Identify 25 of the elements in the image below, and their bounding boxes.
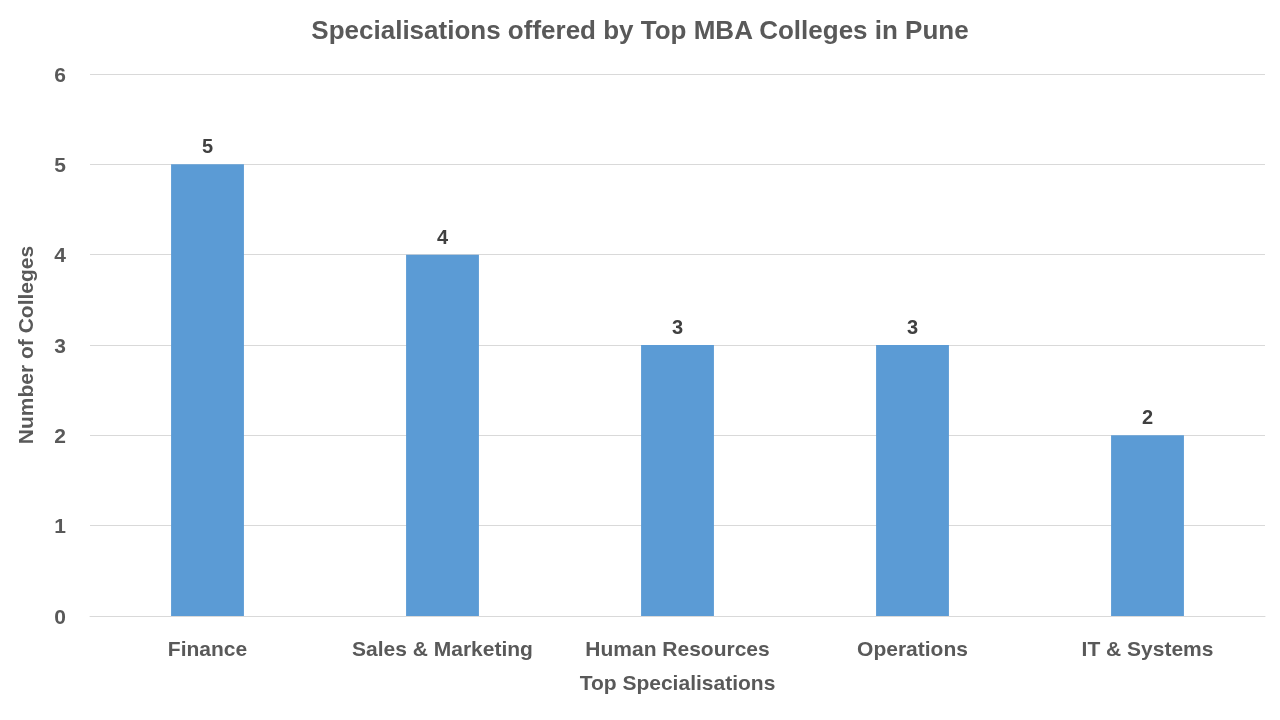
x-tick-label: Sales & Marketing [352,637,533,660]
data-label: 3 [906,316,919,338]
y-tick-label: 0 [54,604,66,628]
y-tick-label: 2 [54,423,66,447]
data-label: 2 [1141,406,1154,429]
y-tick-label: 6 [54,62,66,86]
data-label: 5 [201,135,214,158]
bar [406,254,479,616]
y-tick-label: 3 [54,333,66,357]
x-tick-label: Finance [167,637,248,660]
y-axis-title: Number of Colleges [14,245,37,445]
data-label: 4 [436,225,449,248]
bar [876,345,949,616]
y-tick-label: 4 [54,243,67,267]
y-tick-label: 5 [54,152,67,176]
bar [641,345,714,616]
y-tick-label: 1 [54,514,67,538]
bar [171,164,244,616]
x-tick-label: Operations [857,637,968,660]
x-tick-label: IT & Systems [1081,637,1214,660]
x-axis-title: Top Specialisations [579,671,776,694]
x-tick-label: Human Resources [585,637,770,660]
data-label: 3 [671,316,684,338]
chart-title: Specialisations offered by Top MBA Colleges in Pune [311,15,969,45]
bar [1111,435,1184,616]
